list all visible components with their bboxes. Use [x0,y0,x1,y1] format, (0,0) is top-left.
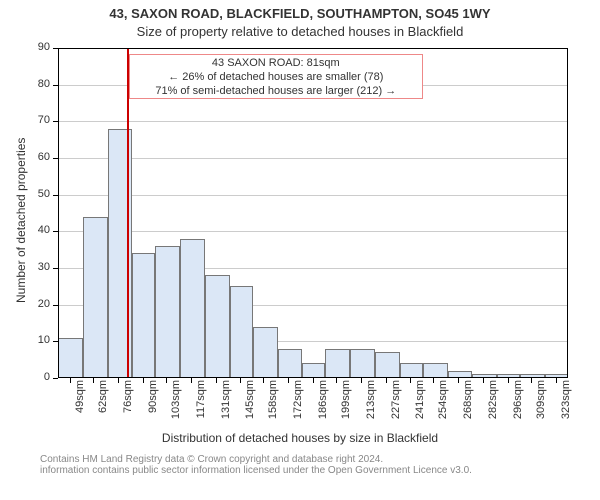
ytick-label: 40 [26,224,50,236]
xtick-label: 199sqm [340,380,352,430]
xtick-label: 268sqm [462,380,474,430]
ytick-mark [53,85,58,86]
plot-area: 43 SAXON ROAD: 81sqm← 26% of detached ho… [58,48,568,378]
xtick-mark [458,378,459,383]
xtick-label: 227sqm [390,380,402,430]
xtick-label: 103sqm [170,380,182,430]
xtick-label: 117sqm [195,380,207,430]
histogram-bar [520,374,545,378]
ytick-mark [53,268,58,269]
histogram-bar [205,275,230,378]
annotation-line3: 71% of semi-detached houses are larger (… [132,84,420,98]
ytick-label: 60 [26,151,50,163]
gridline [58,231,568,232]
annotation-line2: ← 26% of detached houses are smaller (78… [132,70,420,84]
xtick-mark [556,378,557,383]
histogram-bar [375,352,400,378]
xtick-mark [531,378,532,383]
xtick-mark [313,378,314,383]
gridline [58,121,568,122]
xtick-label: 76sqm [122,380,134,430]
xtick-label: 186sqm [317,380,329,430]
xtick-label: 131sqm [220,380,232,430]
histogram-bar [278,349,303,378]
chart-subtitle: Size of property relative to detached ho… [0,24,600,39]
xtick-mark [508,378,509,383]
xtick-mark [336,378,337,383]
xtick-label: 90sqm [147,380,159,430]
ytick-label: 80 [26,78,50,90]
histogram-bar [132,253,155,378]
xtick-mark [433,378,434,383]
histogram-bar [83,217,108,378]
ytick-mark [53,341,58,342]
xtick-mark [361,378,362,383]
xtick-label: 241sqm [414,380,426,430]
ytick-label: 90 [26,41,50,53]
ytick-label: 0 [26,371,50,383]
histogram-bar [400,363,423,378]
xtick-label: 323sqm [560,380,572,430]
histogram-bar [350,349,375,378]
ytick-mark [53,48,58,49]
histogram-bar [230,286,253,378]
xtick-mark [240,378,241,383]
histogram-bar [302,363,325,378]
chart-title: 43, SAXON ROAD, BLACKFIELD, SOUTHAMPTON,… [0,6,600,21]
xtick-label: 158sqm [267,380,279,430]
histogram-bar [325,349,350,378]
ytick-label: 50 [26,188,50,200]
xtick-label: 172sqm [292,380,304,430]
xtick-label: 254sqm [437,380,449,430]
xtick-label: 213sqm [365,380,377,430]
xtick-mark [93,378,94,383]
annotation-box: 43 SAXON ROAD: 81sqm← 26% of detached ho… [129,54,423,100]
xtick-label: 282sqm [487,380,499,430]
ytick-mark [53,121,58,122]
ytick-mark [53,378,58,379]
footnote: Contains HM Land Registry data © Crown c… [40,454,590,476]
xtick-mark [143,378,144,383]
ytick-mark [53,195,58,196]
xtick-mark [166,378,167,383]
xtick-mark [483,378,484,383]
histogram-bar [448,371,473,378]
histogram-bar [253,327,278,378]
annotation-line1: 43 SAXON ROAD: 81sqm [132,56,420,70]
xtick-mark [118,378,119,383]
ytick-label: 70 [26,114,50,126]
histogram-bar [58,338,83,378]
xtick-label: 296sqm [512,380,524,430]
xtick-mark [216,378,217,383]
ytick-mark [53,158,58,159]
xtick-mark [386,378,387,383]
ytick-mark [53,305,58,306]
xtick-label: 62sqm [97,380,109,430]
histogram-bar [423,363,448,378]
xtick-label: 145sqm [244,380,256,430]
xtick-mark [410,378,411,383]
histogram-bar [155,246,180,378]
footnote-line3: information contains public sector infor… [40,465,590,476]
ytick-mark [53,231,58,232]
histogram-bar [180,239,205,378]
gridline [58,158,568,159]
xtick-label: 49sqm [74,380,86,430]
x-axis-label: Distribution of detached houses by size … [0,431,600,445]
ytick-label: 10 [26,334,50,346]
xtick-mark [70,378,71,383]
xtick-mark [191,378,192,383]
footnote-line1: Contains HM Land Registry data © Crown c… [40,454,590,465]
xtick-mark [288,378,289,383]
gridline [58,195,568,196]
ytick-label: 20 [26,298,50,310]
xtick-label: 309sqm [535,380,547,430]
histogram-bar [472,374,497,378]
ytick-label: 30 [26,261,50,273]
xtick-mark [263,378,264,383]
